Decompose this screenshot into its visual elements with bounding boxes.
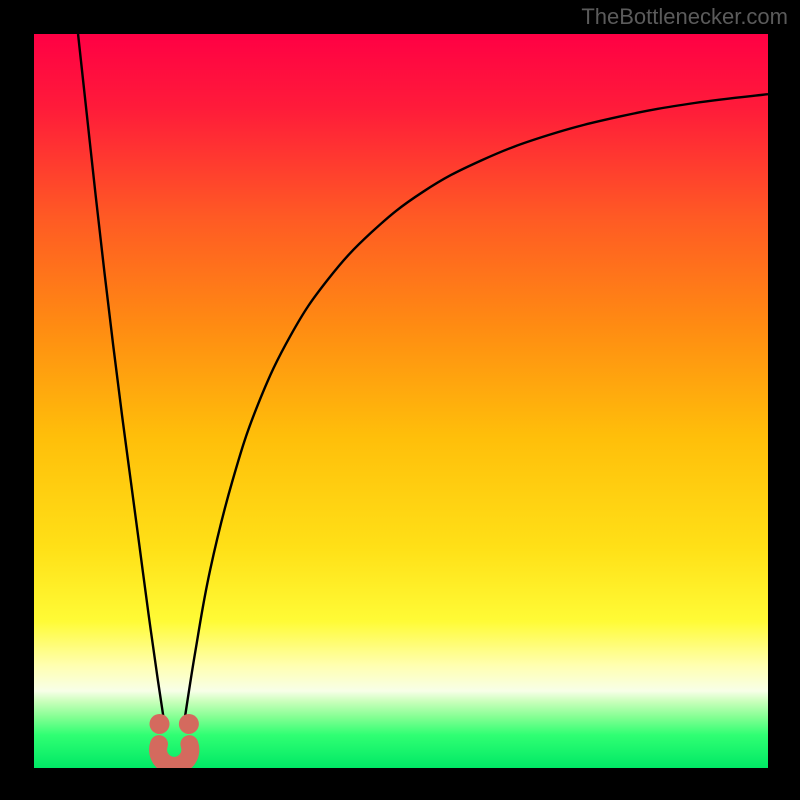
notch-marker-dot-left bbox=[150, 714, 170, 734]
notch-marker-dot-right bbox=[179, 714, 199, 734]
plot-area bbox=[34, 34, 768, 768]
gradient-background bbox=[34, 34, 768, 768]
chart-container: TheBottlenecker.com bbox=[0, 0, 800, 800]
watermark-text: TheBottlenecker.com bbox=[581, 4, 788, 30]
bottleneck-chart-svg bbox=[34, 34, 768, 768]
